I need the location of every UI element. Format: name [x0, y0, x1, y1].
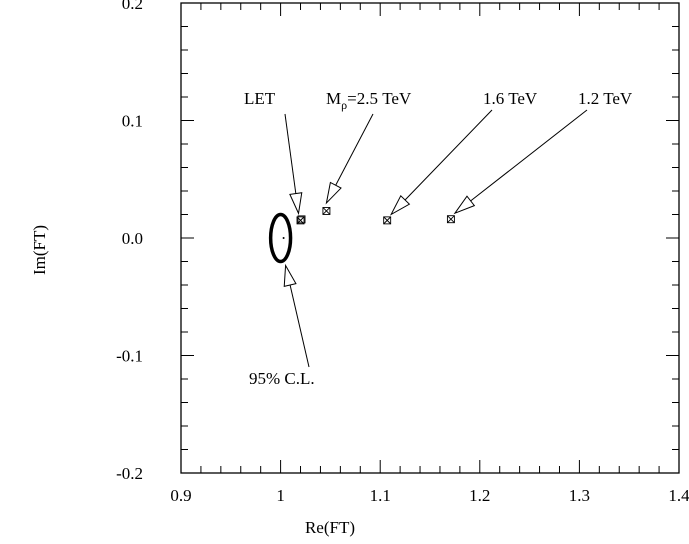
y-tick-label: 0.1	[122, 112, 143, 131]
x-tick-label: 1	[276, 486, 285, 505]
x-tick-label: 0.9	[170, 486, 191, 505]
plot-frame	[180, 2, 680, 474]
arrow-95-cl	[283, 263, 310, 368]
annotation-1-6-tev: 1.6 TeV	[483, 89, 538, 108]
y-tick-label: 0.0	[122, 229, 143, 248]
annotation-labels: LET Mρ=2.5 TeV 1.6 TeV 1.2 TeV 95% C.L.	[244, 89, 633, 388]
arrow-m-rho	[325, 113, 374, 205]
confidence-ellipse-layer	[268, 212, 293, 264]
confidence-ellipse	[268, 212, 293, 264]
data-point	[446, 215, 455, 224]
y-tick-label: -0.2	[116, 464, 143, 483]
annotation-1-2-tev: 1.2 TeV	[578, 89, 633, 108]
arrow-1-6-tev	[389, 109, 493, 216]
arrow-1-2-tev	[453, 109, 588, 215]
data-point-overlap	[297, 215, 306, 224]
data-point	[383, 216, 392, 225]
ellipse-center	[282, 237, 285, 239]
x-tick-label: 1.1	[370, 486, 391, 505]
data-points	[296, 207, 455, 225]
annotation-let: LET	[244, 89, 276, 108]
data-point	[322, 207, 331, 215]
annotation-m-rho: Mρ=2.5 TeV	[326, 89, 412, 112]
x-tick-labels: 0.9 1 1.1 1.2 1.3 1.4	[170, 486, 689, 505]
annotation-95-cl: 95% C.L.	[249, 369, 315, 388]
annotation-arrows	[283, 109, 588, 368]
x-tick-label: 1.4	[668, 486, 689, 505]
arrow-let	[284, 113, 303, 216]
x-axis-label: Re(FT)	[305, 518, 355, 537]
y-tick-label: 0.2	[122, 0, 143, 13]
y-tick-labels: -0.2 -0.1 0.0 0.1 0.2	[116, 0, 143, 483]
y-tick-label: -0.1	[116, 347, 143, 366]
x-tick-label: 1.2	[469, 486, 490, 505]
x-tick-label: 1.3	[569, 486, 590, 505]
axis-ticks	[180, 2, 680, 474]
y-axis-label: Im(FT)	[30, 225, 49, 275]
